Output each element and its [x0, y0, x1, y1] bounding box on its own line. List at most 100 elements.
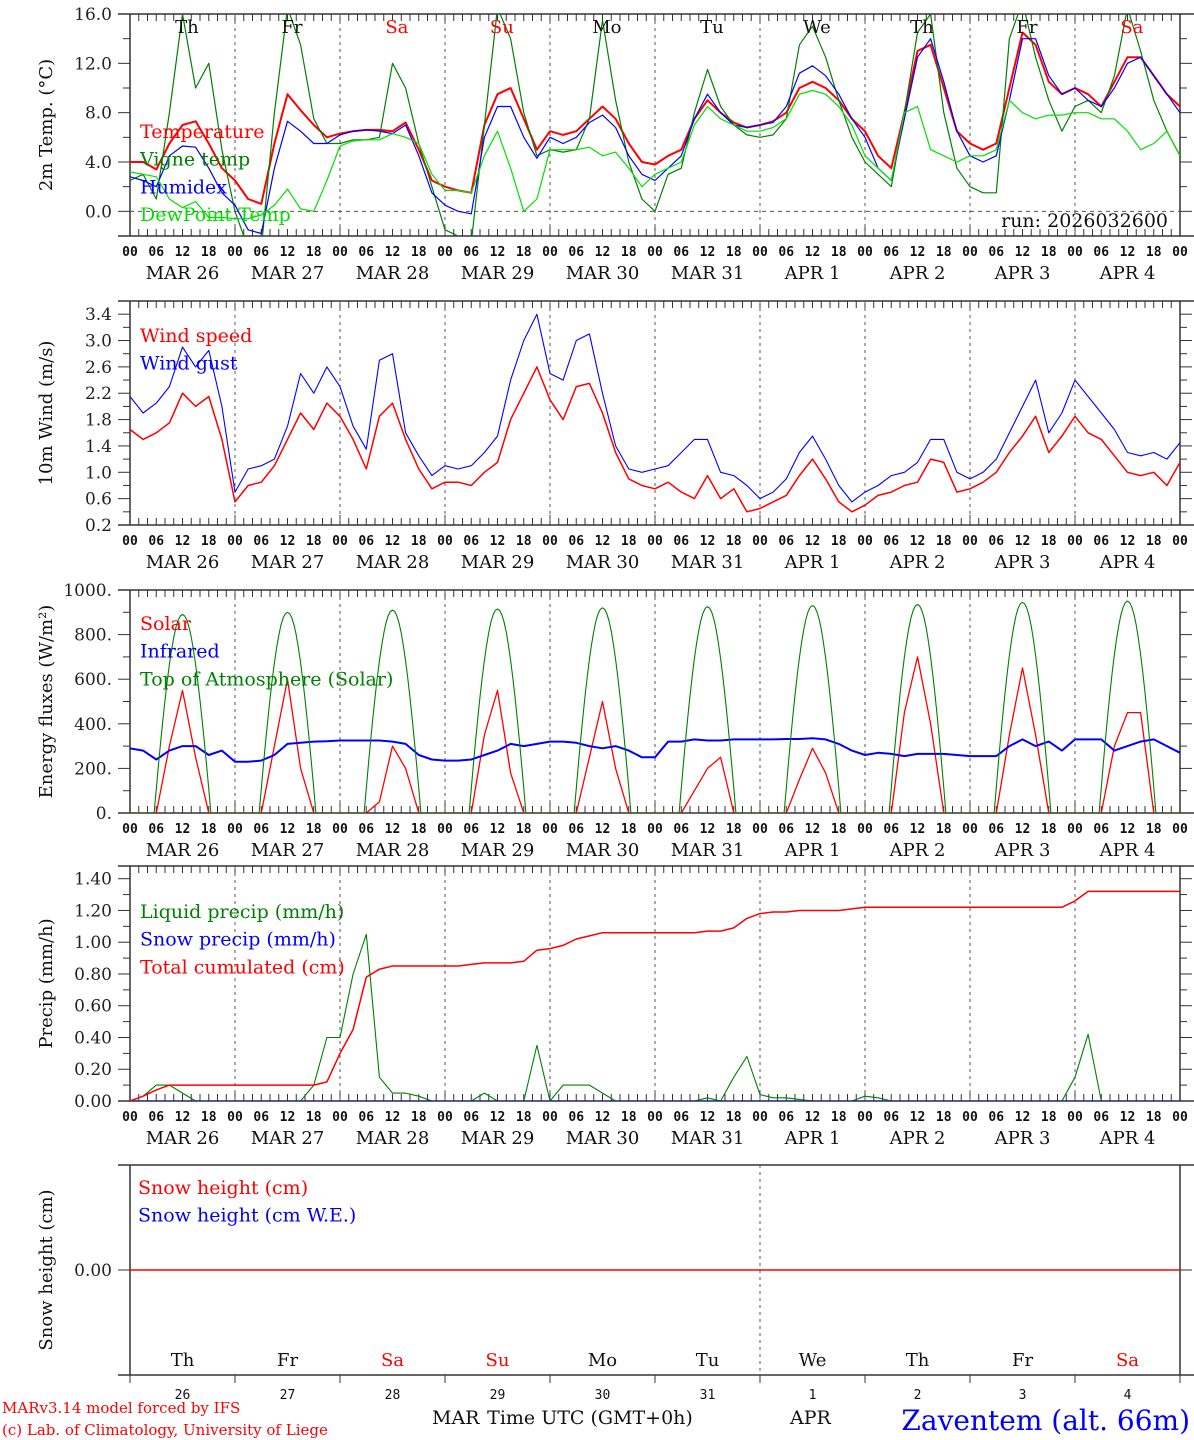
hour-tick-label: 06: [1093, 822, 1109, 837]
hour-tick-label: 06: [1093, 245, 1109, 260]
hour-tick-label: 12: [700, 822, 716, 837]
hour-tick-label: 06: [883, 245, 899, 260]
station-name: Zaventem (alt. 66m): [901, 1404, 1190, 1437]
hour-tick-label: 12: [910, 822, 926, 837]
legend-entry: Snow height (cm): [138, 1177, 308, 1199]
hour-tick-label: 12: [910, 1110, 926, 1125]
hour-tick-label: 00: [752, 245, 768, 260]
legend-entry: Total cumulated (cm): [140, 956, 345, 978]
panel-2: 00 06 12 18 00 06 12 18 00 06 12 18 00 06 12 18 00 06 12 18…: [36, 581, 1194, 861]
series-line-infrared: [130, 737, 1180, 763]
hour-tick-label: 06: [148, 1110, 164, 1125]
hour-tick-label: 00: [857, 1110, 873, 1125]
y-tick-label: 0.60: [74, 997, 112, 1017]
y-tick-label: 200.: [74, 759, 112, 779]
y-tick-label: 1.8: [85, 411, 112, 431]
hour-tick-label: 06: [463, 534, 479, 549]
hour-tick-label: 12: [595, 822, 611, 837]
date-label: MAR 27: [251, 1128, 325, 1149]
hour-tick-label: 18: [936, 822, 952, 837]
hour-tick-label: 12: [385, 822, 401, 837]
hour-tick-label: 06: [673, 534, 689, 549]
legend-entry: Wind gust: [140, 353, 238, 375]
hour-tick-label: 18: [1041, 1110, 1057, 1125]
hour-tick-label: 12: [1015, 245, 1031, 260]
day-name: Sa: [385, 17, 408, 38]
day-name: Th: [175, 17, 199, 38]
day-name: Su: [490, 17, 514, 38]
y-tick-label: 0.0: [85, 202, 112, 222]
hour-tick-label: 18: [726, 822, 742, 837]
hour-tick-label: 00: [332, 822, 348, 837]
hour-tick-label: 12: [595, 1110, 611, 1125]
hour-tick-label: 00: [1172, 822, 1188, 837]
date-label: APR 4: [1099, 840, 1156, 861]
y-tick-label: 0.6: [85, 490, 112, 510]
hour-tick-label: 12: [700, 245, 716, 260]
hour-tick-label: 06: [358, 245, 374, 260]
y-axis-title: 2m Temp. (°C): [36, 59, 57, 191]
hour-tick-label: 00: [437, 822, 453, 837]
hour-tick-label: 12: [385, 1110, 401, 1125]
hour-tick-label: 06: [148, 245, 164, 260]
day-name: We: [803, 17, 831, 38]
hour-tick-label: 00: [647, 1110, 663, 1125]
hour-tick-label: 18: [516, 534, 532, 549]
date-label: MAR 29: [461, 263, 535, 284]
hour-tick-label: 12: [280, 534, 296, 549]
hour-tick-label: 06: [988, 534, 1004, 549]
hour-tick-label: 12: [490, 245, 506, 260]
y-axis-title: Precip (mm/h): [36, 918, 57, 1048]
hour-tick-label: 06: [778, 534, 794, 549]
y-tick-label: 1.40: [74, 870, 112, 890]
y-tick-label: 0.00: [74, 1261, 112, 1281]
hour-tick-label: 00: [122, 1110, 138, 1125]
day-number: 3: [1019, 1388, 1027, 1403]
series-line-total-cumulated-cm: [130, 890, 1180, 1101]
hour-tick-label: 00: [647, 534, 663, 549]
hour-tick-label: 00: [962, 822, 978, 837]
y-tick-label: 1.20: [74, 901, 112, 921]
hour-tick-label: 12: [1015, 534, 1031, 549]
hour-tick-label: 18: [621, 1110, 637, 1125]
y-tick-label: 800.: [74, 626, 112, 646]
hour-tick-label: 12: [595, 534, 611, 549]
hour-tick-label: 00: [122, 245, 138, 260]
date-label: APR 4: [1099, 1128, 1156, 1149]
hour-tick-label: 12: [1015, 1110, 1031, 1125]
hour-tick-label: 18: [831, 822, 847, 837]
hour-tick-label: 06: [1093, 534, 1109, 549]
hour-tick-label: 00: [857, 245, 873, 260]
hour-tick-label: 18: [201, 245, 217, 260]
hour-tick-label: 12: [805, 245, 821, 260]
hour-tick-label: 00: [332, 534, 348, 549]
day-number: 2: [914, 1388, 922, 1403]
hour-tick-label: 12: [1015, 822, 1031, 837]
hour-tick-label: 12: [1120, 245, 1136, 260]
legend-entry: Liquid precip (mm/h): [140, 901, 344, 923]
hour-tick-label: 18: [411, 245, 427, 260]
hour-tick-label: 18: [726, 534, 742, 549]
hour-tick-label: 00: [1172, 1110, 1188, 1125]
date-label: MAR 30: [566, 263, 640, 284]
hour-tick-label: 00: [1067, 245, 1083, 260]
series-line-temperature: [130, 31, 1180, 205]
date-label: APR 1: [784, 552, 841, 573]
hour-tick-label: 00: [752, 822, 768, 837]
date-label: APR 4: [1099, 263, 1156, 284]
hour-tick-label: 12: [1120, 1110, 1136, 1125]
legend-entry: Humidex: [140, 176, 227, 198]
day-name: Sa: [381, 1350, 404, 1371]
date-label: APR 2: [889, 552, 946, 573]
y-tick-label: 0.: [96, 804, 112, 824]
y-tick-label: 600.: [74, 670, 112, 690]
day-name: Sa: [1120, 17, 1143, 38]
date-label: APR 1: [784, 840, 841, 861]
date-label: MAR 27: [251, 263, 325, 284]
hour-tick-label: 18: [936, 1110, 952, 1125]
hour-tick-label: 18: [1146, 534, 1162, 549]
y-tick-label: 16.0: [74, 5, 112, 25]
date-label: MAR 26: [146, 263, 220, 284]
